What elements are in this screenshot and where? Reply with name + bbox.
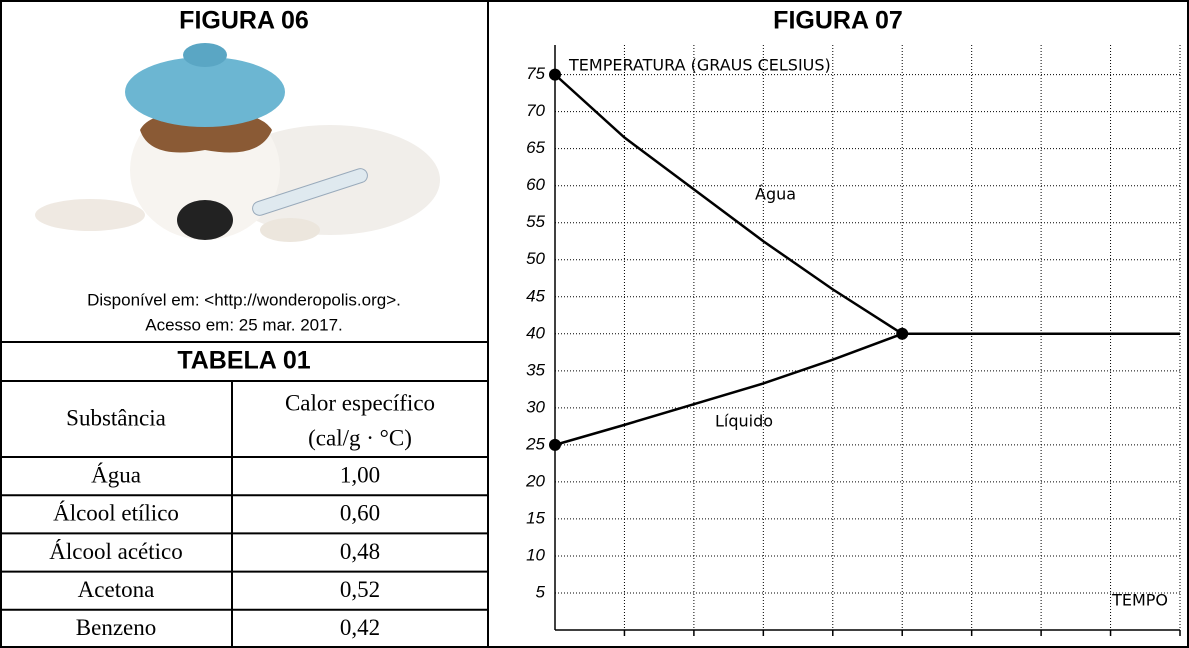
y-tick-label: 50 xyxy=(526,249,545,268)
figure-title: FIGURA 06 xyxy=(179,7,309,35)
y-tick-label: 10 xyxy=(526,545,545,564)
table-cell: Álcool etílico xyxy=(53,501,179,526)
x-axis-label: TEMPO xyxy=(1111,591,1168,610)
y-tick-label: 20 xyxy=(525,471,545,490)
caption: Acesso em: 25 mar. 2017. xyxy=(145,315,343,334)
y-tick-label: 35 xyxy=(526,360,545,379)
series-label: Líquido xyxy=(715,412,773,431)
y-axis-label: TEMPERATURA (GRAUS CELSIUS) xyxy=(568,56,831,75)
table-cell: 1,00 xyxy=(340,462,380,487)
page: FIGURA 06 Disponível em: <http://wondero… xyxy=(0,0,1189,648)
y-tick-label: 70 xyxy=(526,101,545,120)
y-tick-label: 15 xyxy=(526,508,545,527)
table-cell: 0,48 xyxy=(340,539,380,564)
point xyxy=(549,69,561,81)
table-cell: Álcool acético xyxy=(49,539,182,564)
table-cell: 0,60 xyxy=(340,501,380,526)
table-unit: (cal/g · °C) xyxy=(308,425,412,450)
chart-title: FIGURA 07 xyxy=(773,7,903,35)
table-header: Substância xyxy=(66,405,166,430)
table-title: TABELA 01 xyxy=(177,347,310,375)
y-tick-label: 30 xyxy=(526,397,545,416)
point xyxy=(896,328,908,340)
caption: Disponível em: <http://wonderopolis.org>… xyxy=(87,290,401,309)
series-label: Água xyxy=(755,185,796,204)
table-header: Calor específico xyxy=(285,390,435,415)
y-tick-label: 5 xyxy=(536,582,546,601)
dog-illustration xyxy=(35,43,440,242)
y-tick-label: 25 xyxy=(525,434,545,453)
point xyxy=(549,439,561,451)
table-cell: 0,42 xyxy=(340,615,380,640)
y-tick-label: 75 xyxy=(526,64,545,83)
y-tick-label: 55 xyxy=(526,212,545,231)
y-tick-label: 60 xyxy=(526,175,545,194)
y-tick-label: 40 xyxy=(526,323,545,342)
table-cell: Acetona xyxy=(78,577,155,602)
series-line xyxy=(555,75,1180,334)
y-tick-label: 45 xyxy=(526,286,545,305)
table-cell: 0,52 xyxy=(340,577,380,602)
table-cell: Água xyxy=(91,462,141,487)
y-tick-label: 65 xyxy=(526,138,545,157)
table-cell: Benzeno xyxy=(76,615,156,640)
